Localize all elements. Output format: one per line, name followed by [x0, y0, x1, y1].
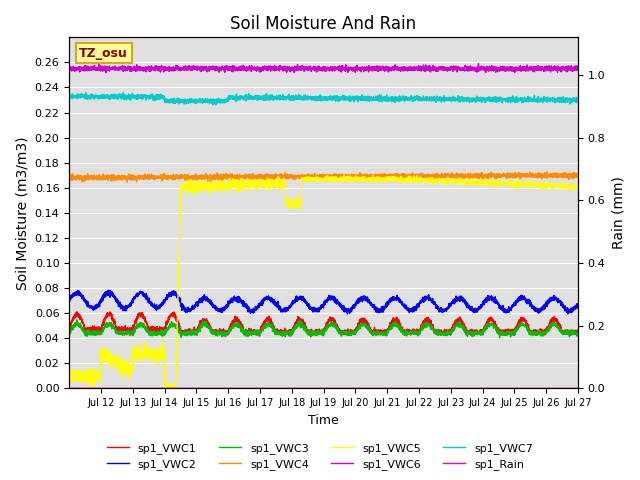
Legend: sp1_VWC1, sp1_VWC2, sp1_VWC3, sp1_VWC4, sp1_VWC5, sp1_VWC6, sp1_VWC7, sp1_Rain: sp1_VWC1, sp1_VWC2, sp1_VWC3, sp1_VWC4, … — [102, 438, 538, 474]
Y-axis label: Soil Moisture (m3/m3): Soil Moisture (m3/m3) — [15, 136, 29, 289]
Text: TZ_osu: TZ_osu — [79, 47, 128, 60]
Title: Soil Moisture And Rain: Soil Moisture And Rain — [230, 15, 417, 33]
Y-axis label: Rain (mm): Rain (mm) — [611, 176, 625, 249]
X-axis label: Time: Time — [308, 414, 339, 427]
